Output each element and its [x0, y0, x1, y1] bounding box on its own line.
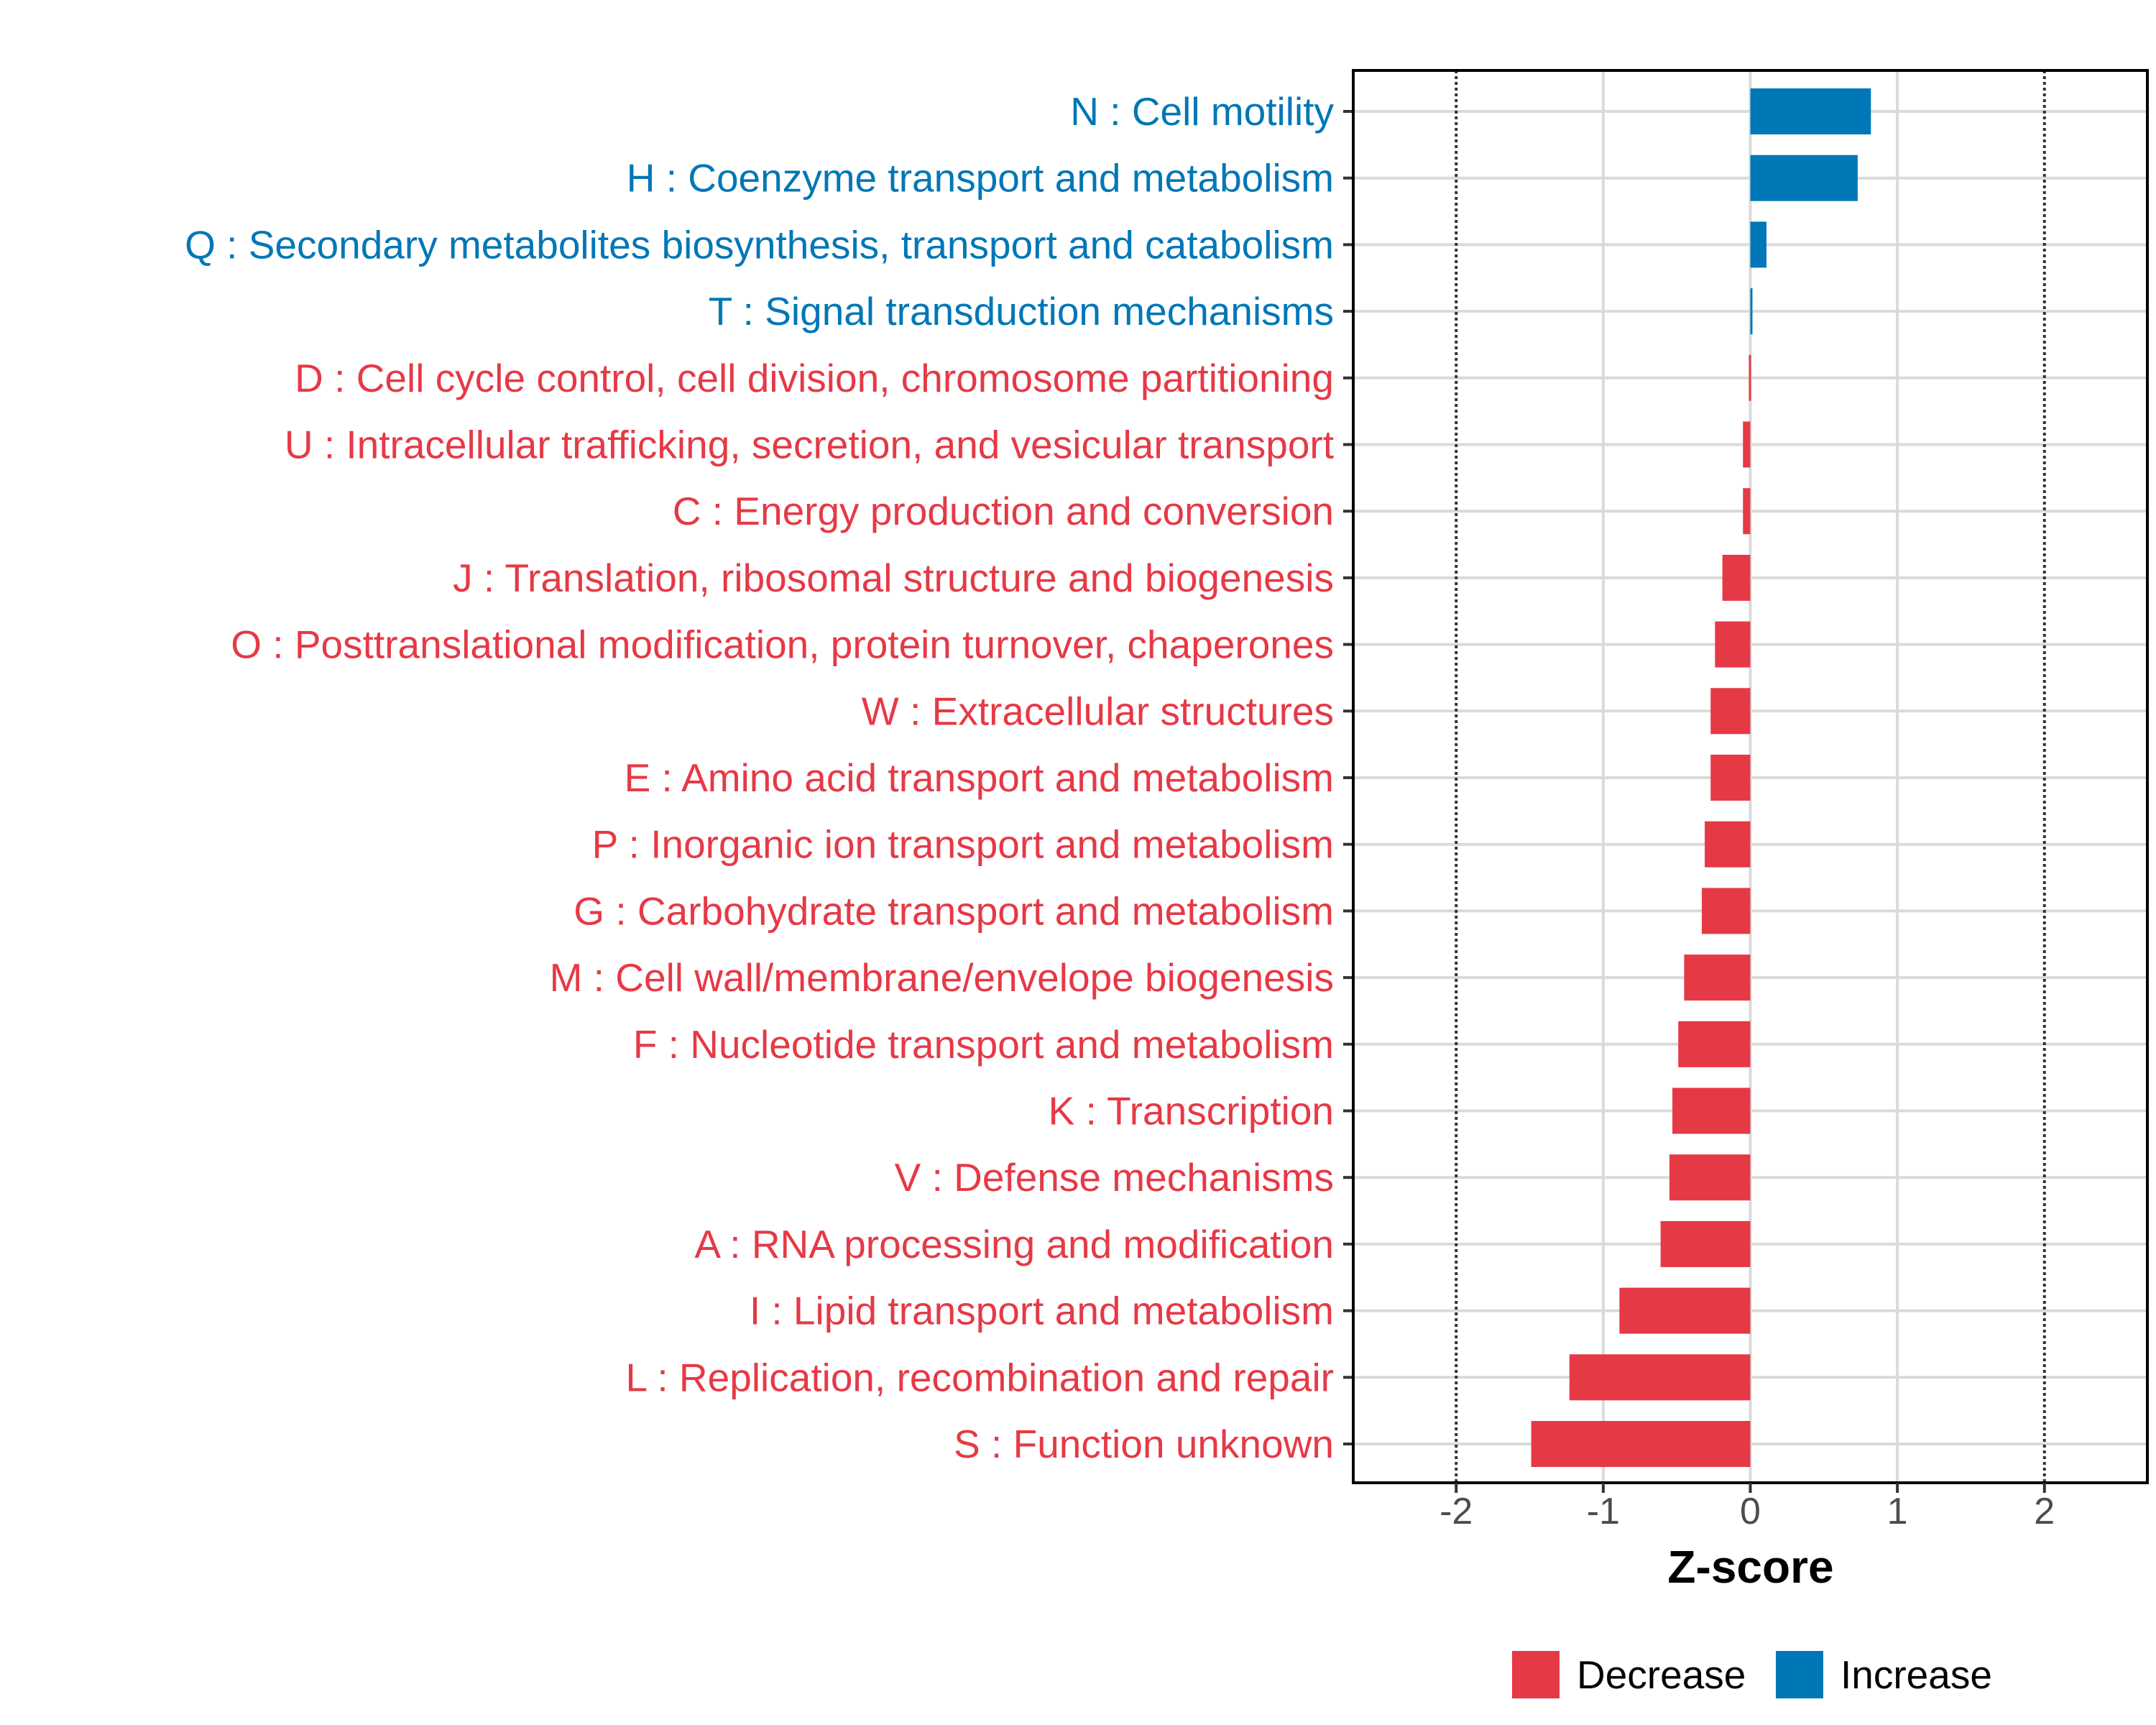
bar — [1705, 821, 1751, 868]
category-label: U : Intracellular trafficking, secretion… — [285, 423, 1334, 467]
bar — [1678, 1021, 1751, 1067]
legend-swatch — [1776, 1651, 1823, 1698]
x-tick-label: -1 — [1587, 1491, 1620, 1532]
x-tick-label: 0 — [1740, 1491, 1761, 1532]
category-label: S : Function unknown — [954, 1422, 1334, 1466]
bar — [1715, 621, 1751, 668]
bar — [1569, 1354, 1751, 1401]
category-label: H : Coenzyme transport and metabolism — [627, 156, 1334, 201]
bar — [1722, 554, 1751, 601]
bar — [1684, 954, 1751, 1001]
legend-label: Increase — [1841, 1652, 1992, 1697]
category-label: W : Extracellular structures — [862, 689, 1334, 733]
x-tick-label: 1 — [1887, 1491, 1908, 1532]
category-label: F : Nucleotide transport and metabolism — [633, 1022, 1334, 1067]
bar — [1750, 88, 1871, 134]
category-label: C : Energy production and conversion — [673, 489, 1334, 533]
bar — [1669, 1154, 1751, 1201]
bar — [1531, 1421, 1751, 1467]
category-label: I : Lipid transport and metabolism — [750, 1289, 1334, 1333]
x-tick-label: -2 — [1439, 1491, 1473, 1532]
category-label: G : Carbohydrate transport and metabolis… — [573, 888, 1334, 933]
category-label: O : Posttranslational modification, prot… — [231, 622, 1334, 667]
category-label: L : Replication, recombination and repai… — [626, 1355, 1334, 1399]
category-label: N : Cell motility — [1070, 89, 1334, 134]
bar — [1710, 755, 1751, 801]
category-label: P : Inorganic ion transport and metaboli… — [592, 822, 1334, 867]
bars — [1531, 88, 1871, 1467]
category-label: M : Cell wall/membrane/envelope biogenes… — [550, 955, 1334, 1000]
category-label: V : Defense mechanisms — [895, 1155, 1334, 1200]
category-label: A : RNA processing and modification — [694, 1222, 1334, 1266]
category-label: K : Transcription — [1049, 1089, 1334, 1133]
bar — [1749, 354, 1751, 401]
bar — [1619, 1287, 1751, 1334]
bar — [1701, 888, 1751, 934]
bar — [1710, 688, 1751, 735]
category-label: D : Cell cycle control, cell division, c… — [295, 356, 1334, 400]
bar — [1750, 155, 1858, 201]
category-label: E : Amino acid transport and metabolism — [625, 755, 1334, 800]
bar — [1672, 1087, 1751, 1134]
axes: -2 -1 0 1 2 — [1343, 69, 2149, 1532]
x-tick-label: 2 — [2034, 1491, 2055, 1532]
bar — [1750, 288, 1753, 335]
category-label: T : Signal transduction mechanisms — [709, 289, 1334, 334]
bar — [1743, 488, 1751, 535]
bar — [1660, 1220, 1751, 1267]
category-label: Q : Secondary metabolites biosynthesis, … — [185, 222, 1334, 267]
category-labels: N : Cell motility H : Coenzyme transport … — [185, 89, 1334, 1466]
legend-swatch — [1512, 1651, 1560, 1698]
category-label: J : Translation, ribosomal structure and… — [453, 556, 1334, 600]
bar — [1743, 421, 1751, 468]
legend: Decrease Increase — [1512, 1651, 1992, 1698]
x-axis-title: Z-score — [1667, 1541, 1833, 1593]
legend-label: Decrease — [1577, 1652, 1746, 1697]
bar — [1750, 221, 1767, 268]
